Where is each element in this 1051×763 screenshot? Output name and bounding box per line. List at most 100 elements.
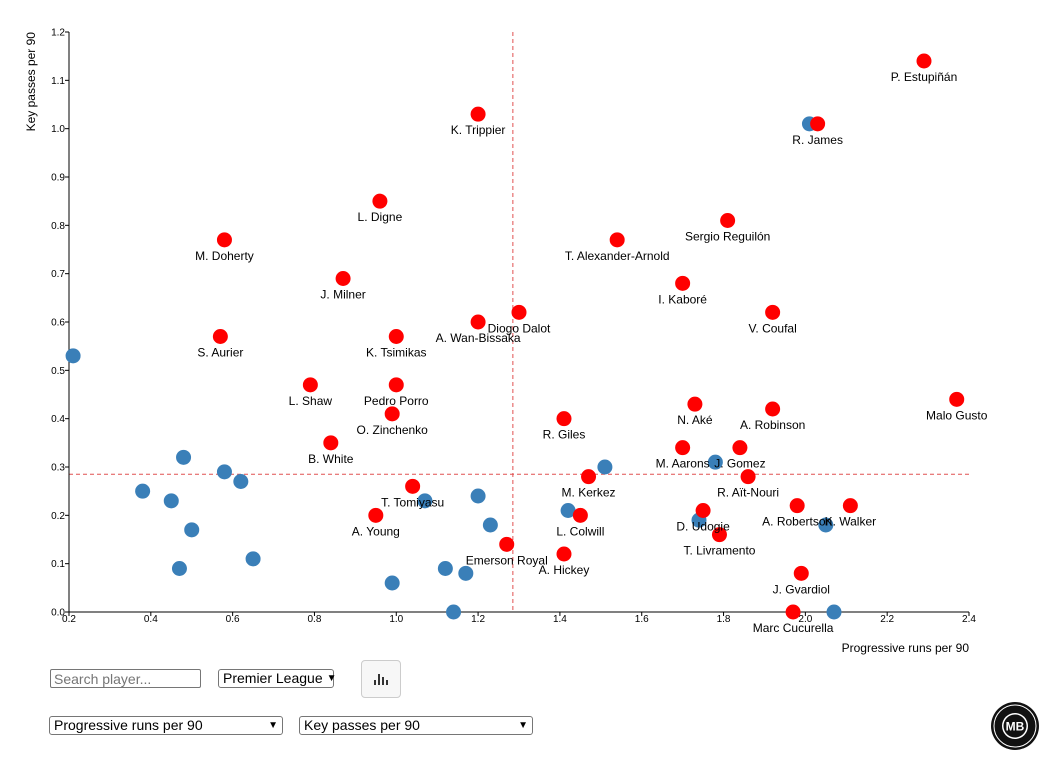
highlighted-player-point[interactable] [793,565,809,581]
y-tick-label: 1.1 [51,76,65,87]
player-point[interactable] [818,517,834,533]
highlighted-player-point[interactable] [687,396,703,412]
x-tick-label: 0.6 [226,614,240,625]
highlighted-player-point[interactable] [949,391,965,407]
highlighted-player-point[interactable] [323,435,339,451]
player-label: T. Tomiyasu [381,495,444,509]
chevron-down-icon: ▼ [518,720,528,731]
y-metric-select[interactable]: Key passes per 90 ▼ [299,716,533,735]
player-point[interactable] [458,565,474,581]
player-label: A. Robinson [740,418,805,432]
highlighted-player-point[interactable] [511,304,527,320]
logo: MB [991,702,1039,750]
highlighted-player-point[interactable] [695,503,711,518]
x-tick-label: 0.2 [62,614,76,625]
player-label: T. Livramento [683,544,755,558]
highlighted-player-point[interactable] [765,304,781,320]
player-label: I. Kaboré [658,292,707,306]
player-point[interactable] [216,464,232,480]
highlighted-player-point[interactable] [572,507,588,523]
x-tick-label: 2.0 [798,614,812,625]
player-point[interactable] [384,575,400,591]
highlighted-player-point[interactable] [581,469,597,485]
bar-chart-icon [374,674,388,685]
player-point[interactable] [597,459,613,475]
player-label: A. Young [352,524,400,538]
player-point[interactable] [417,493,433,509]
player-point[interactable] [135,483,151,499]
player-point[interactable] [470,488,486,504]
highlighted-player-point[interactable] [368,507,384,523]
player-label: A. Wan-Bissaka [436,331,521,345]
highlighted-player-point[interactable] [732,440,748,456]
highlighted-player-point[interactable] [711,527,727,543]
chevron-down-icon: ▼ [268,720,278,731]
highlighted-player-point[interactable] [609,232,625,248]
x-metric-select[interactable]: Progressive runs per 90 ▼ [49,716,283,735]
player-label: Malo Gusto [926,408,988,422]
highlighted-player-point[interactable] [556,546,572,562]
y-tick-label: 0.9 [51,173,65,184]
chart-type-button[interactable] [361,660,401,698]
player-label: B. White [308,452,354,466]
player-point[interactable] [176,449,192,465]
player-point[interactable] [446,604,462,620]
highlighted-player-point[interactable] [740,469,756,485]
player-label: J. Gomez [714,457,765,471]
player-label: T. Alexander-Arnold [565,249,670,263]
highlighted-player-point[interactable] [384,406,400,422]
player-label: D. Udogie [676,520,730,534]
highlighted-player-point[interactable] [216,232,232,248]
y-tick-label: 0.2 [51,511,65,522]
highlighted-player-point[interactable] [675,275,691,291]
y-tick-label: 0.4 [51,414,65,425]
y-tick-label: 0.7 [51,269,65,280]
highlighted-player-point[interactable] [388,377,404,393]
player-point[interactable] [482,517,498,533]
player-point[interactable] [163,493,179,509]
highlighted-player-point[interactable] [810,116,826,132]
x-metric-value: Progressive runs per 90 [54,717,203,733]
player-label: J. Gvardiol [773,582,830,596]
highlighted-player-point[interactable] [785,604,801,620]
player-point[interactable] [437,561,453,576]
y-tick-label: 0.1 [51,559,65,570]
y-axis-title: Key passes per 90 [24,32,38,132]
x-tick-label: 1.8 [717,614,731,625]
highlighted-player-point[interactable] [470,314,486,330]
player-label: L. Colwill [556,524,604,538]
highlighted-player-point[interactable] [842,498,858,514]
highlighted-player-point[interactable] [388,329,404,344]
player-point[interactable] [65,348,81,364]
highlighted-player-point[interactable] [405,478,421,494]
y-tick-label: 0.0 [51,608,65,619]
player-point[interactable] [233,474,249,489]
highlighted-player-point[interactable] [212,329,228,344]
x-tick-label: 1.6 [635,614,649,625]
league-select[interactable]: Premier League ▼ [218,669,337,688]
player-label: Marc Cucurella [753,621,834,635]
player-point[interactable] [560,503,576,518]
highlighted-player-point[interactable] [372,193,388,209]
highlighted-player-point[interactable] [335,271,351,286]
y-tick-label: 0.8 [51,221,65,232]
player-point[interactable] [171,561,187,576]
highlighted-player-point[interactable] [675,440,691,456]
player-point[interactable] [245,551,261,567]
player-point[interactable] [707,454,723,470]
highlighted-player-point[interactable] [720,213,736,228]
player-point[interactable] [184,522,200,538]
highlighted-player-point[interactable] [556,411,572,427]
highlighted-player-point[interactable] [765,401,781,417]
x-tick-label: 2.2 [880,614,894,625]
player-label: Emerson Royal [466,553,548,567]
highlighted-player-point[interactable] [302,377,318,393]
axes: 0.2 0.4 0.6 0.8 1.0 1.2 1.4 1.6 1.8 2.0 2.2 2.40.00… [51,28,976,626]
highlighted-player-point[interactable] [789,498,805,514]
highlighted-player-point[interactable] [470,106,486,122]
highlighted-player-point[interactable] [916,53,932,69]
player-point[interactable] [826,604,842,620]
highlighted-player-point[interactable] [499,536,515,552]
search-input[interactable] [50,669,201,688]
player-label: N. Aké [677,413,713,427]
